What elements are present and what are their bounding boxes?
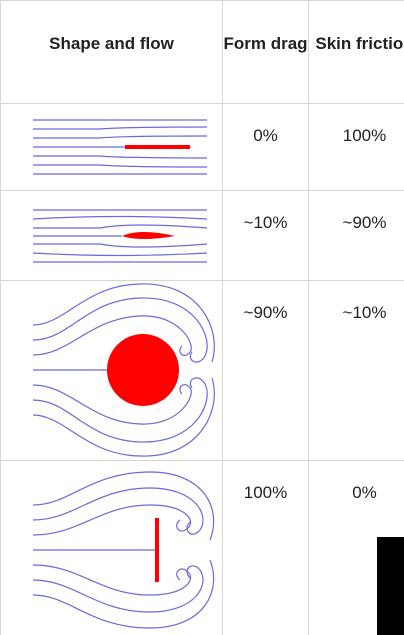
cell: ~10% [308,280,404,461]
streamlined-flow [32,209,208,263]
perpendicular-plate-flow [32,471,215,629]
cell: 100% [308,103,404,191]
flat-plate-flow [33,119,208,175]
cell: 0% [222,103,309,191]
cell: ~90% [222,280,309,461]
row: 100% 0% [0,460,404,635]
header-cell: Skin friction [308,0,404,104]
header-cell: Shape and flow [0,0,223,104]
cell: 100% [222,460,309,635]
header-cell: Form drag [222,0,309,104]
black-block [377,537,404,635]
cell: ~10% [222,190,309,281]
flow-diagrams [32,119,215,629]
sphere-flow [32,283,215,457]
cell: ~90% [308,190,404,281]
